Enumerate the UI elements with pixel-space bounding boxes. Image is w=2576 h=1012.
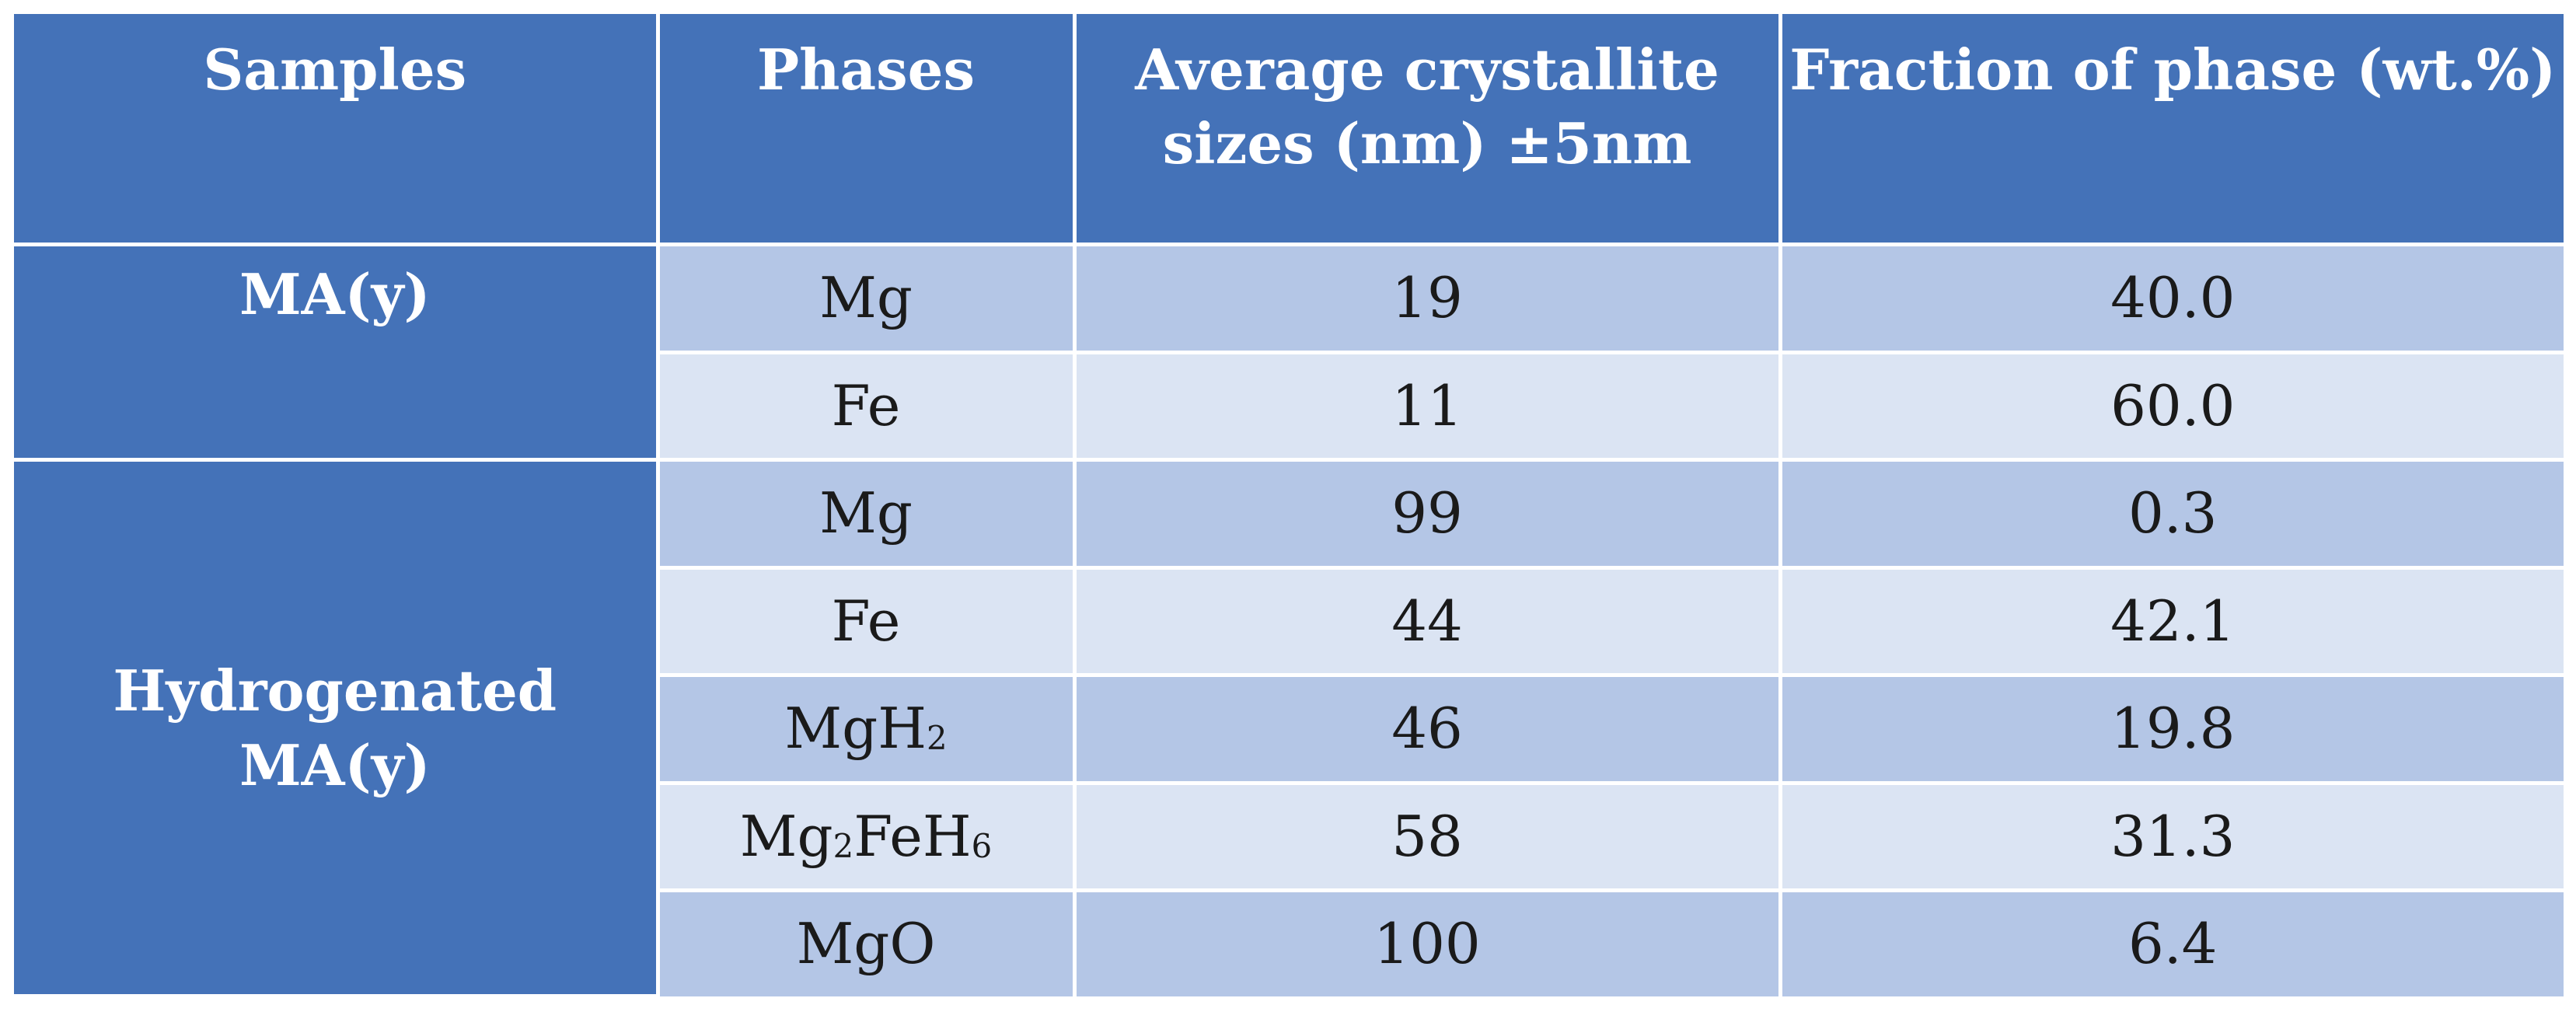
header-crystallite-size: Average crystallite sizes (nm) ±5nm <box>1072 14 1782 246</box>
table-row: Fe 11 60.0 <box>14 350 2564 462</box>
size-cell: 11 <box>1072 350 1782 462</box>
crystallite-table-container: Samples Phases Average crystallite sizes… <box>14 14 2564 998</box>
sample-label-line2: MA(y) <box>239 731 431 798</box>
crystallite-table: Samples Phases Average crystallite sizes… <box>14 14 2564 998</box>
phase-subscript2: 6 <box>971 826 993 865</box>
table-row: MA(y) Mg 19 40.0 <box>14 243 2564 462</box>
phase-cell: Mg <box>655 458 1077 570</box>
header-row: Samples Phases Average crystallite sizes… <box>14 14 2564 246</box>
phase-cell-mgh2: MgH2 <box>655 673 1077 785</box>
phase-cell: MgO <box>655 888 1077 996</box>
fraction-cell: 0.3 <box>1778 458 2564 570</box>
phase-base: MgH <box>784 696 927 762</box>
size-cell: 44 <box>1072 565 1782 677</box>
header-samples: Samples <box>14 14 660 246</box>
size-cell: 46 <box>1072 673 1782 785</box>
phase-cell: Mg <box>655 243 1077 354</box>
header-phases: Phases <box>655 14 1077 246</box>
table-row: MgH2 46 19.8 <box>14 673 2564 785</box>
phase-cell: Fe <box>655 565 1077 677</box>
phase-cell-mg2feh6: Mg2FeH6 <box>655 780 1077 892</box>
sample-label-may: MA(y) <box>14 243 660 462</box>
sample-label-hydrogenated-may: Hydrogenated MA(y) <box>14 458 660 998</box>
sample-label-line1: Hydrogenated <box>113 658 557 724</box>
size-cell: 99 <box>1072 458 1782 570</box>
header-size-line2: sizes (nm) ±5nm <box>1162 110 1692 177</box>
table-row: MgO 100 6.4 <box>14 888 2564 996</box>
size-cell: 100 <box>1072 888 1782 996</box>
fraction-cell: 60.0 <box>1778 350 2564 462</box>
phase-cell: Fe <box>655 350 1077 462</box>
header-fraction: Fraction of phase (wt.%) <box>1778 14 2564 246</box>
phase-subscript1: 2 <box>832 826 854 865</box>
fraction-cell: 40.0 <box>1778 243 2564 354</box>
size-cell: 58 <box>1072 780 1782 892</box>
size-cell: 19 <box>1072 243 1782 354</box>
phase-part1: Mg <box>739 803 833 869</box>
fraction-cell: 19.8 <box>1778 673 2564 785</box>
fraction-cell: 6.4 <box>1778 888 2564 996</box>
header-size-line1: Average crystallite <box>1135 37 1719 103</box>
table-row: Mg2FeH6 58 31.3 <box>14 780 2564 892</box>
table-row: Fe 44 42.1 <box>14 565 2564 677</box>
fraction-cell: 31.3 <box>1778 780 2564 892</box>
table-row: Hydrogenated MA(y) Mg 99 0.3 <box>14 458 2564 998</box>
fraction-cell: 42.1 <box>1778 565 2564 677</box>
phase-part2: FeH <box>853 803 972 869</box>
phase-subscript: 2 <box>927 719 948 758</box>
